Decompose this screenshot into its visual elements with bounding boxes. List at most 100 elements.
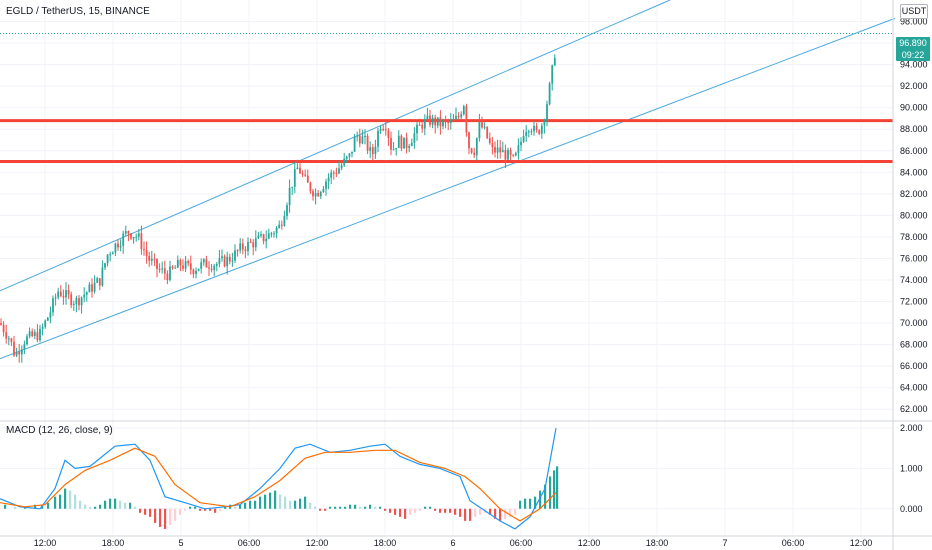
- candle-body: [122, 233, 125, 246]
- candle-body: [488, 138, 491, 144]
- candle-body: [525, 131, 528, 137]
- macd-histogram-bar: [179, 508, 182, 515]
- candle-body: [241, 243, 244, 250]
- candle-body: [179, 259, 182, 266]
- symbol-title[interactable]: EGLD / TetherUS, 15, BINANCE: [6, 6, 150, 17]
- candle-body: [540, 125, 543, 134]
- y-tick-label: 90.000: [900, 103, 928, 113]
- macd-histogram-bar: [144, 508, 147, 515]
- y-tick-label: 64.000: [900, 383, 928, 393]
- candle-body: [351, 151, 353, 154]
- candle-body: [408, 145, 411, 149]
- x-tick-label: 06:00: [238, 538, 261, 548]
- candle-body: [93, 282, 96, 292]
- macd-histogram-bar: [199, 508, 202, 511]
- candle-body: [473, 152, 476, 156]
- candle-body: [67, 290, 70, 295]
- macd-histogram-bar: [244, 502, 247, 509]
- candle-body: [18, 352, 21, 355]
- candle-body: [291, 186, 294, 188]
- macd-histogram-bar: [494, 508, 497, 519]
- macd-histogram-bar: [64, 488, 67, 509]
- candle-body: [507, 149, 509, 160]
- y-tick-label: 70.000: [900, 318, 928, 328]
- candle-body: [319, 191, 322, 197]
- macd-histogram-bar: [54, 496, 57, 509]
- candle-body: [312, 191, 314, 197]
- macd-histogram-bar: [304, 496, 307, 509]
- candle-body: [192, 269, 195, 275]
- candle-body: [249, 241, 252, 243]
- candle-body: [234, 250, 236, 261]
- candle-body: [449, 120, 452, 124]
- candle-body: [462, 106, 465, 115]
- candle-body: [286, 205, 288, 216]
- candle-body: [486, 126, 489, 139]
- macd-histogram-bar: [124, 502, 127, 509]
- candle-body: [46, 317, 49, 321]
- candle-body: [0, 323, 2, 325]
- candle-body: [364, 135, 366, 137]
- candle-body: [137, 233, 140, 237]
- candle-body: [23, 344, 26, 350]
- candle-body: [400, 135, 403, 149]
- macd-title[interactable]: MACD (12, 26, close, 9): [6, 425, 113, 436]
- candle-body: [514, 152, 517, 156]
- candle-body: [483, 126, 486, 128]
- macd-histogram-bar: [284, 496, 287, 509]
- macd-histogram-bar: [109, 498, 112, 509]
- candle-body: [431, 117, 434, 125]
- candle-body: [501, 149, 504, 153]
- candle-body: [72, 304, 75, 306]
- macd-histogram-bar: [409, 508, 412, 515]
- candle-body: [280, 224, 283, 226]
- candle-body: [36, 332, 39, 341]
- candle-body: [322, 188, 325, 192]
- currency-button[interactable]: USDT: [900, 4, 928, 19]
- macd-histogram-bar: [464, 508, 467, 521]
- macd-histogram-bar: [539, 490, 542, 509]
- candle-body: [296, 167, 299, 170]
- candle-body: [309, 182, 312, 192]
- candle-body: [494, 147, 496, 153]
- candle-body: [262, 234, 265, 242]
- macd-histogram-bar: [99, 504, 102, 509]
- candle-body: [361, 136, 364, 144]
- candle-body: [442, 120, 444, 127]
- macd-histogram-bar: [339, 506, 342, 509]
- candle-body: [54, 297, 57, 299]
- macd-histogram-bar: [164, 508, 167, 529]
- macd-histogram-bar: [4, 504, 7, 509]
- candle-body: [520, 141, 522, 146]
- macd-histogram-bar: [404, 508, 407, 519]
- macd-histogram-bar: [259, 496, 262, 509]
- candle-body: [418, 124, 421, 126]
- candle-body: [452, 119, 455, 121]
- candle-body: [353, 136, 356, 152]
- candle-body: [522, 136, 525, 142]
- macd-histogram-bar: [209, 508, 212, 511]
- candle-body: [174, 267, 177, 269]
- candle-body: [447, 121, 450, 124]
- candle-body: [197, 268, 200, 271]
- macd-line: [0, 427, 557, 530]
- candle-body: [304, 174, 307, 176]
- candle-body: [13, 341, 15, 356]
- candle-body: [88, 284, 91, 293]
- macd-histogram-bar: [174, 508, 177, 521]
- candle-body: [135, 236, 138, 238]
- candle-body: [491, 143, 494, 148]
- macd-histogram-bar: [344, 506, 347, 509]
- candle-body: [2, 324, 5, 333]
- candle-body: [200, 262, 203, 269]
- candle-body: [119, 245, 122, 248]
- macd-histogram-bar: [549, 476, 552, 509]
- candle-body: [379, 129, 382, 131]
- macd-histogram-bar: [474, 508, 477, 517]
- x-tick-label: 12:00: [34, 538, 57, 548]
- candle-body: [273, 233, 275, 235]
- candle-body: [543, 120, 546, 126]
- candle-body: [413, 133, 416, 143]
- macd-histogram-bar: [414, 508, 417, 513]
